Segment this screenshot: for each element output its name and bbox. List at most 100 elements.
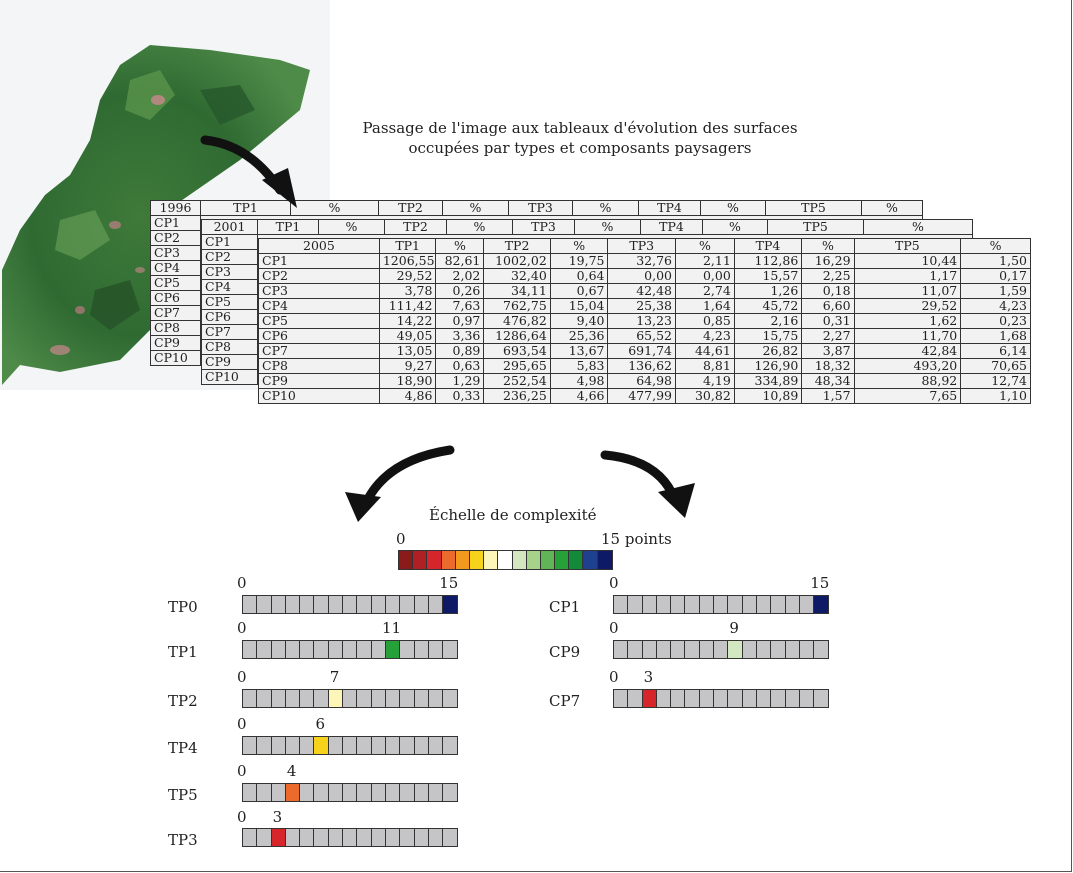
rating-cell [271,596,286,613]
table-cell: 30,82 [674,388,735,404]
table-cell: 19,75 [549,253,609,269]
row-label: CP7 [201,324,258,340]
rating-marker-cell [285,784,301,801]
table-row: CP10 4,86 0,33 236,25 4,66 477,99 30,82 10,89 1,… [258,388,1031,404]
rating-value-label: 9 [729,619,739,637]
table-cell: 236,25 [483,388,551,404]
rating-cell [300,690,315,707]
scale-swatch [399,551,414,569]
rating-cell [400,829,415,846]
rating-cell [414,641,429,658]
rating-cell [385,596,401,613]
rating-zero-label: 0 [237,808,247,826]
rating-cell [756,596,772,613]
rating-cell [642,596,657,613]
table-cell: 18,32 [801,358,855,374]
rating-cell [799,641,815,658]
table-row: CP9 18,90 1,29 252,54 4,98 64,98 4,19 334,89 48,… [258,373,1031,389]
table-cell: 34,11 [483,283,551,299]
table-cell: 15,04 [549,298,609,314]
rating-cell [414,596,429,613]
rating-cell [428,737,444,754]
row-label: CP10 [258,388,380,404]
rating-cell [685,641,700,658]
scale-swatch [583,551,598,569]
rating-cell [243,641,258,658]
rating-cell [656,596,672,613]
rating-marker-cell [271,829,286,846]
table-cell: 15,75 [733,328,803,344]
rating-bar [242,736,459,755]
rating-label: TP4 [168,739,198,757]
row-label: CP5 [150,275,201,291]
rating-bar [242,640,459,659]
rating-cell [728,690,743,707]
scale-min-label: 0 [396,530,406,548]
rating-cell [343,784,358,801]
rating-cell [314,784,329,801]
table-row: CP3 3,78 0,26 34,11 0,67 42,48 2,74 1,26 0,18 11,… [258,283,1031,299]
complexity-scale-title: Échelle de complexité [429,506,597,524]
table-cell: 9,40 [549,313,609,329]
row-label: CP4 [150,260,201,276]
scale-swatch [540,551,556,569]
rating-zero-label: 0 [237,668,247,686]
rating-cell [756,641,772,658]
scale-swatch [498,551,513,569]
rating-zero-label: 0 [237,715,247,733]
rating-cell [742,641,757,658]
rating-cell [443,829,458,846]
rating-cell [628,690,643,707]
rating-cell [414,784,429,801]
rating-cell [443,737,458,754]
rating-label: CP9 [549,643,581,661]
rating-bar [613,689,830,708]
rating-cell [428,829,444,846]
row-label: CP8 [201,339,258,355]
table-cell: 4,66 [549,388,609,404]
rating-cell [642,641,657,658]
table-cell: 4,86 [378,388,437,404]
row-label: CP2 [150,230,201,246]
rating-cell [671,596,686,613]
figure-caption: Passage de l'image aux tableaux d'évolut… [330,118,830,158]
rating-marker-cell [642,690,657,707]
scale-max-label: 15 points [601,530,672,548]
rating-cell [357,737,372,754]
table-cell: 82,61 [435,253,485,269]
table-cell: 2,27 [801,328,855,344]
rating-cell [771,641,786,658]
rating-value-label: 15 [439,574,459,592]
rating-cell [328,784,344,801]
rating-cell [443,784,458,801]
rating-cell [257,690,272,707]
table-cell: 1206,55 [378,253,437,269]
rating-label: CP1 [549,598,581,616]
rating-cell [628,641,643,658]
rating-cell [300,829,315,846]
rating-bar [242,595,459,614]
rating-label: CP7 [549,692,581,710]
rating-bar [242,689,459,708]
rating-value-label: 3 [643,668,654,686]
rating-zero-label: 0 [237,574,247,592]
rating-cell [257,596,272,613]
rating-cell [428,784,444,801]
rating-cell [343,641,358,658]
rating-cell [699,641,715,658]
table-year: 2001 [201,219,258,235]
rating-cell [400,641,415,658]
rating-cell [257,737,272,754]
scale-swatch [526,551,541,569]
rating-cell [257,784,272,801]
table-cell: 1,10 [960,388,1031,404]
rating-cell [300,596,315,613]
rating-cell [271,641,286,658]
table-cell: 1,59 [960,283,1031,299]
row-label: CP4 [201,279,258,295]
rating-cell [328,596,344,613]
rating-value-label: 3 [272,808,283,826]
scale-swatch [484,551,499,569]
rating-cell [799,596,815,613]
rating-cell [385,829,401,846]
